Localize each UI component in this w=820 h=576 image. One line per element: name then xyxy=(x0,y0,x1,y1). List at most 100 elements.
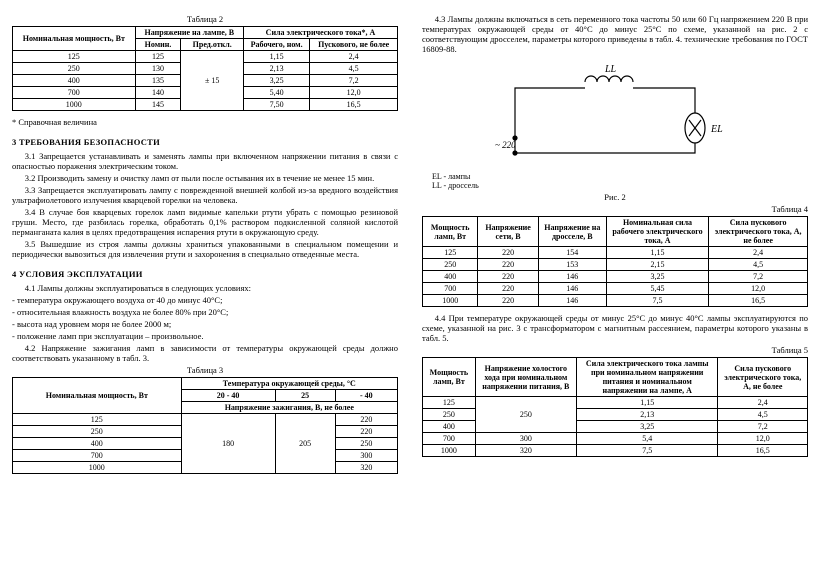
p44: 4.4 При температуре окружающей среды от … xyxy=(422,313,808,343)
t2-w: 250 xyxy=(13,63,136,75)
t3-v1: 180 xyxy=(181,414,275,474)
sec4-title: 4 УСЛОВИЯ ЭКСПЛУАТАЦИИ xyxy=(12,269,398,279)
t5-ir: 3,25 xyxy=(576,421,718,433)
table3: Номинальная мощность, Вт Температура окр… xyxy=(12,377,398,474)
t2-ir: 1,15 xyxy=(244,51,310,63)
t2-u: 130 xyxy=(135,63,181,75)
t3-h1: Номинальная мощность, Вт xyxy=(13,378,182,414)
t2-ir: 2,13 xyxy=(244,63,310,75)
t5-h4: Сила пускового электрического тока, А, н… xyxy=(718,358,808,397)
t4-is: 12,0 xyxy=(709,283,808,295)
t5-ir: 5,4 xyxy=(576,433,718,445)
t3-w: 700 xyxy=(13,450,182,462)
t3-r3: - 40 xyxy=(335,390,397,402)
fig2-caption: Рис. 2 xyxy=(422,192,808,202)
t2-is: 4,5 xyxy=(310,63,398,75)
t2-u: 145 xyxy=(135,99,181,111)
t3-w: 125 xyxy=(13,414,182,426)
sec4-li3: - высота над уровнем моря не более 2000 … xyxy=(12,319,398,329)
t2-u: 140 xyxy=(135,87,181,99)
t4-ir: 1,15 xyxy=(606,247,708,259)
t4-ud: 146 xyxy=(538,271,606,283)
t2-h1: Номинальная мощность, Вт xyxy=(13,27,136,51)
t4-u: 220 xyxy=(478,247,538,259)
sec4-p1: 4.1 Лампы должны эксплуатироваться в сле… xyxy=(12,283,398,293)
t3-v3: 300 xyxy=(335,450,397,462)
t2-h2a: Номин. xyxy=(135,39,181,51)
t4-u: 220 xyxy=(478,295,538,307)
t4-ir: 5,45 xyxy=(606,283,708,295)
t3-r1: 20 - 40 xyxy=(181,390,275,402)
sec3-title: 3 ТРЕБОВАНИЯ БЕЗОПАСНОСТИ xyxy=(12,137,398,147)
legend-el: EL - лампы xyxy=(432,172,808,181)
circuit-diagram-icon: ~ 220 LL EL xyxy=(485,58,745,168)
t5-is: 16,5 xyxy=(718,445,808,457)
t4-is: 7,2 xyxy=(709,271,808,283)
t5-w: 400 xyxy=(423,421,476,433)
table3-caption: Таблица 3 xyxy=(12,365,398,375)
t5-w: 1000 xyxy=(423,445,476,457)
t2-w: 700 xyxy=(13,87,136,99)
t4-h4: Номинальная сила рабочего электрического… xyxy=(606,217,708,247)
t4-w: 250 xyxy=(423,259,478,271)
t2-ir: 7,50 xyxy=(244,99,310,111)
t3-v3: 250 xyxy=(335,438,397,450)
t2-ir: 5,40 xyxy=(244,87,310,99)
t5-w: 250 xyxy=(423,409,476,421)
t2-h2b: Пред.откл. xyxy=(181,39,244,51)
t5-is: 4,5 xyxy=(718,409,808,421)
volt-label: ~ 220 xyxy=(495,140,516,150)
table2-caption: Таблица 2 xyxy=(12,14,398,24)
t5-ir: 1,15 xyxy=(576,397,718,409)
table5-caption: Таблица 5 xyxy=(422,345,808,355)
t3-h2: Температура окружающей среды, °С xyxy=(181,378,397,390)
t4-u: 220 xyxy=(478,283,538,295)
t2-footnote: * Справочная величина xyxy=(12,117,398,127)
legend-ll: LL - дроссель xyxy=(432,181,808,190)
sec3-p2: 3.2 Производить замену и очистку ламп от… xyxy=(12,173,398,183)
t2-is: 7,2 xyxy=(310,75,398,87)
t3-w: 400 xyxy=(13,438,182,450)
sec3-p3: 3.3 Запрещается эксплуатировать лампу с … xyxy=(12,185,398,205)
t5-h3: Сила электрического тока лампы при номин… xyxy=(576,358,718,397)
t5-h2: Напряжение холостого хода при номинально… xyxy=(475,358,576,397)
t4-is: 2,4 xyxy=(709,247,808,259)
t2-tol: ± 15 xyxy=(181,51,244,111)
t4-ud: 153 xyxy=(538,259,606,271)
t5-w: 700 xyxy=(423,433,476,445)
t2-u: 135 xyxy=(135,75,181,87)
table4-caption: Таблица 4 xyxy=(422,204,808,214)
t2-h3: Сила электрического тока*, А xyxy=(244,27,398,39)
t4-h5: Сила пускового электрического тока, А, н… xyxy=(709,217,808,247)
t4-h3: Напряжение на дросселе, В xyxy=(538,217,606,247)
t4-is: 4,5 xyxy=(709,259,808,271)
sec4-p2: 4.2 Напряжение зажигания ламп в зависимо… xyxy=(12,343,398,363)
ll-label: LL xyxy=(604,64,617,75)
t4-ud: 146 xyxy=(538,295,606,307)
t4-w: 700 xyxy=(423,283,478,295)
t5-ir: 7,5 xyxy=(576,445,718,457)
t3-v3: 220 xyxy=(335,426,397,438)
t4-w: 400 xyxy=(423,271,478,283)
t3-w: 1000 xyxy=(13,462,182,474)
el-label: EL xyxy=(710,124,723,135)
t4-ir: 2,15 xyxy=(606,259,708,271)
t3-v2: 205 xyxy=(275,414,335,474)
t2-ir: 3,25 xyxy=(244,75,310,87)
p43: 4.3 Лампы должны включаться в сеть перем… xyxy=(422,14,808,54)
t3-v3: 320 xyxy=(335,462,397,474)
t5-w: 125 xyxy=(423,397,476,409)
sec4-li2: - относительная влажность воздуха не бол… xyxy=(12,307,398,317)
t4-ir: 3,25 xyxy=(606,271,708,283)
t4-h2: Напряжение сети, В xyxy=(478,217,538,247)
sec3-p5: 3.5 Вышедшие из строя лампы должны храни… xyxy=(12,239,398,259)
t4-w: 125 xyxy=(423,247,478,259)
t4-h1: Мощность ламп, Вт xyxy=(423,217,478,247)
t4-u: 220 xyxy=(478,271,538,283)
t3-v3: 220 xyxy=(335,414,397,426)
sec3-p1: 3.1 Запрещается устанавливать и заменять… xyxy=(12,151,398,171)
t2-h3b: Пускового, не более xyxy=(310,39,398,51)
t4-is: 16,5 xyxy=(709,295,808,307)
t4-ud: 154 xyxy=(538,247,606,259)
t5-is: 2,4 xyxy=(718,397,808,409)
